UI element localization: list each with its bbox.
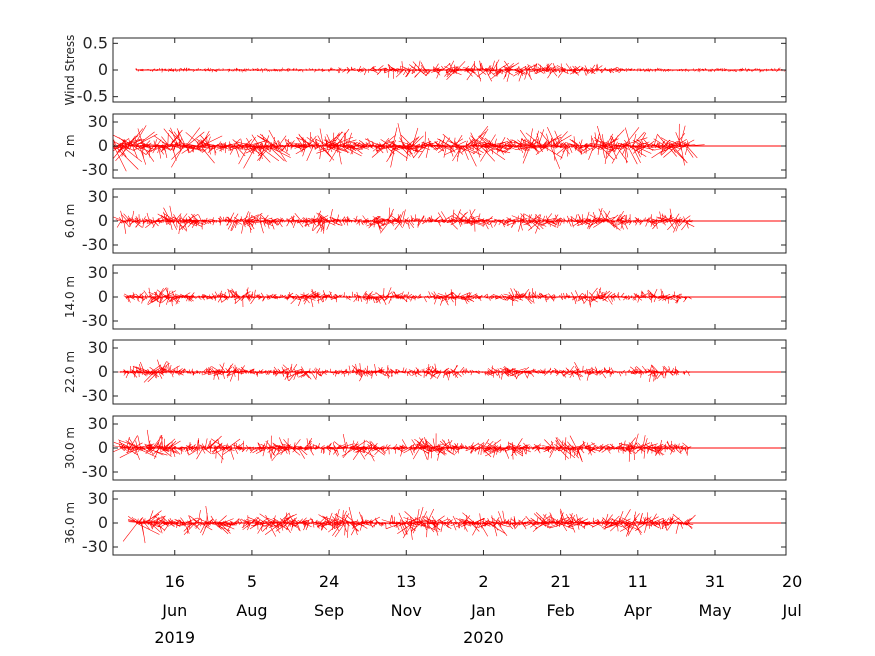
y-tick-label: 0 <box>98 136 108 155</box>
panel-2: 30 0 -30 2 m <box>63 112 787 179</box>
x-tick-month-label: Jun <box>161 601 187 620</box>
x-tick-day-label: 24 <box>319 572 339 591</box>
panel-5: 30 0 -30 22.0 m <box>63 338 787 405</box>
x-year-label: 2019 <box>154 628 195 647</box>
sticks-panel-3 <box>113 205 786 235</box>
sticks-panel-7 <box>122 505 786 544</box>
stick-vectors <box>113 429 692 464</box>
panel-ylabel: 2 m <box>63 134 77 157</box>
y-tick-label: 30 <box>88 112 108 131</box>
y-tick-label: -30 <box>82 311 108 330</box>
panel-ylabel: 6.0 m <box>63 204 77 239</box>
panel-ylabel: 30.0 m <box>63 427 77 469</box>
stick-vectors <box>135 59 786 82</box>
sticks-panel-6 <box>113 429 786 464</box>
x-tick-day-label: 13 <box>396 572 416 591</box>
x-axis-labels: 16 Jun 5 Aug 24 Sep 13 Nov 2 Jan 21 Feb 11 Apr 31 May 20… <box>154 572 802 647</box>
panel-ylabel: 22.0 m <box>63 351 77 393</box>
y-tick-label: 0.5 <box>83 33 108 52</box>
x-tick-day-label: 20 <box>782 572 802 591</box>
sticks-panel-4 <box>123 287 786 308</box>
y-tick-label: 30 <box>88 489 108 508</box>
panel-ylabel: 14.0 m <box>63 276 77 318</box>
x-tick-month-label: Aug <box>236 601 267 620</box>
panel-4: 30 0 -30 14.0 m <box>63 263 787 330</box>
x-tick-month-label: Jan <box>470 601 496 620</box>
panel-7: 30 0 -30 36.0 m <box>63 489 787 556</box>
x-tick-day-label: 16 <box>165 572 185 591</box>
y-tick-label: 0 <box>98 362 108 381</box>
sticks-panel-5 <box>117 359 786 383</box>
x-tick-day-label: 5 <box>247 572 257 591</box>
stick-vectors <box>117 359 691 383</box>
y-tick-label: 30 <box>88 414 108 433</box>
sticks-panel-2 <box>113 123 786 172</box>
x-tick-month-label: Apr <box>624 601 652 620</box>
y-tick-label: -30 <box>82 386 108 405</box>
y-tick-label: 0 <box>98 60 108 79</box>
x-tick-day-label: 21 <box>550 572 570 591</box>
y-tick-label: 0 <box>98 287 108 306</box>
stick-vectors <box>113 205 695 235</box>
x-year-label: 2020 <box>463 628 504 647</box>
y-tick-label: 30 <box>88 338 108 357</box>
sticks-panel-1 <box>135 59 786 82</box>
panel-6: 30 0 -30 30.0 m <box>63 414 787 481</box>
y-tick-label: -30 <box>82 235 108 254</box>
x-tick-month-label: Feb <box>546 601 574 620</box>
stick-vectors <box>123 287 692 308</box>
x-tick-day-label: 2 <box>478 572 488 591</box>
y-tick-label: 0 <box>98 211 108 230</box>
x-tick-month-label: May <box>698 601 731 620</box>
stick-vectors <box>113 123 705 172</box>
y-tick-label: 0 <box>98 438 108 457</box>
panel-ylabel: Wind Stress <box>63 35 77 106</box>
y-tick-label: 30 <box>88 263 108 282</box>
x-tick-month-label: Sep <box>314 601 344 620</box>
y-tick-label: -30 <box>82 537 108 556</box>
y-tick-label: -30 <box>82 462 108 481</box>
y-tick-label: -0.5 <box>77 87 108 106</box>
x-tick-month-label: Nov <box>391 601 422 620</box>
x-tick-day-label: 31 <box>705 572 725 591</box>
panel-ylabel: 36.0 m <box>63 502 77 544</box>
stick-vectors <box>122 505 696 544</box>
x-tick-day-label: 11 <box>628 572 648 591</box>
x-tick-month-label: Jul <box>782 601 802 620</box>
panel-3: 30 0 -30 6.0 m <box>63 187 787 254</box>
y-tick-label: -30 <box>82 160 108 179</box>
y-tick-label: 0 <box>98 513 108 532</box>
y-tick-label: 30 <box>88 187 108 206</box>
